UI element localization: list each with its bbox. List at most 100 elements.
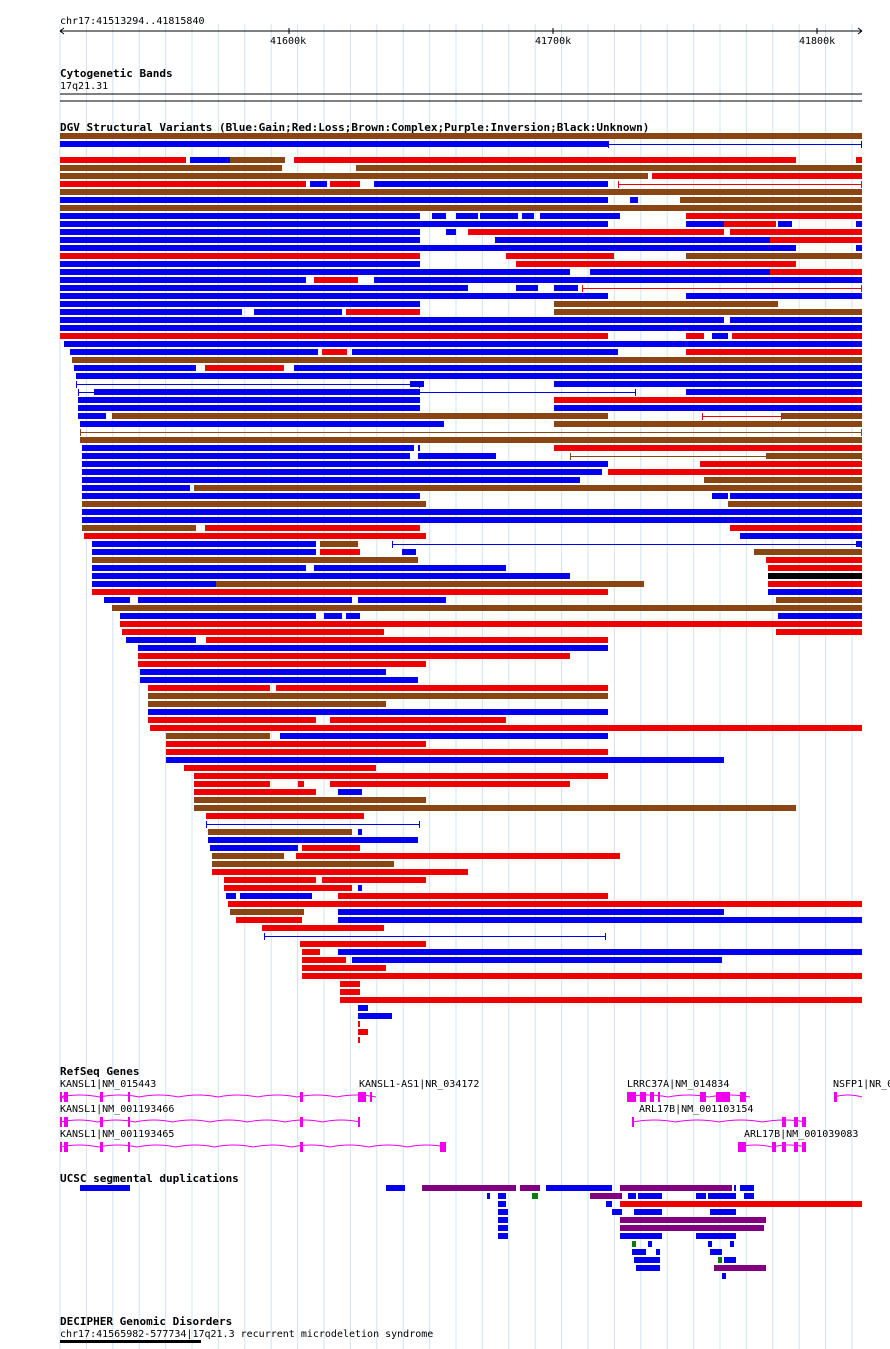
- dgv-variant: [230, 909, 304, 915]
- dgv-variant-end: [635, 389, 636, 396]
- dgv-variant: [60, 309, 242, 315]
- dgv-variant: [732, 333, 862, 339]
- dgv-variant: [446, 229, 456, 235]
- segdup-feature: [638, 1193, 662, 1199]
- cytoband-bar[interactable]: [60, 93, 862, 102]
- dgv-variant: [60, 333, 608, 339]
- segdup-feature: [422, 1185, 516, 1191]
- dgv-variant: [358, 1037, 360, 1043]
- dgv-variant: [60, 181, 306, 187]
- dgv-variant: [700, 461, 862, 467]
- dgv-variant: [730, 229, 862, 235]
- dgv-variant-end: [702, 413, 703, 420]
- gene-label-kansl1-as1: KANSL1-AS1|NR_034172: [359, 1079, 479, 1090]
- dgv-variant: [302, 973, 862, 979]
- dgv-variant: [554, 381, 862, 387]
- dgv-variant: [60, 173, 648, 179]
- dgv-variant: [554, 445, 862, 451]
- segdup-feature: [714, 1265, 766, 1271]
- dgv-variant-end: [392, 541, 393, 548]
- dgv-variant: [340, 997, 862, 1003]
- gene-kansl1-nm015443-exon: [128, 1092, 130, 1102]
- segdup-feature: [648, 1241, 652, 1247]
- dgv-variant: [712, 493, 728, 499]
- dgv-variant: [456, 213, 478, 219]
- dgv-variant: [210, 845, 298, 851]
- dgv-variant: [374, 277, 862, 283]
- segdup-feature: [696, 1193, 706, 1199]
- segdup-feature: [498, 1193, 506, 1199]
- dgv-variant: [60, 197, 608, 203]
- dgv-variant: [730, 317, 862, 323]
- segdup-feature: [632, 1249, 646, 1255]
- dgv-variant: [228, 901, 862, 907]
- segdup-feature: [80, 1185, 130, 1191]
- dgv-variant: [468, 229, 724, 235]
- dgv-variant: [554, 405, 862, 411]
- dgv-variant: [208, 829, 352, 835]
- gene-kansl1-nm015443-exon: [60, 1092, 62, 1102]
- dgv-variant: [60, 165, 282, 171]
- dgv-variant: [686, 253, 862, 259]
- dgv-variant-end: [78, 389, 79, 396]
- dgv-variant: [314, 565, 506, 571]
- dgv-variant: [94, 389, 420, 395]
- dgv-variant: [276, 685, 608, 691]
- dgv-variant: [82, 453, 410, 459]
- dgv-variant-end: [419, 821, 420, 828]
- dgv-variant: [104, 597, 130, 603]
- dgv-variant: [302, 949, 320, 955]
- gene-arl17b-nm001039083-exon: [802, 1142, 806, 1152]
- dgv-variant: [60, 261, 420, 267]
- refseq-gene-models[interactable]: [59, 1092, 863, 1152]
- segdup-feature: [718, 1257, 722, 1263]
- dgv-variant: [768, 573, 862, 579]
- segdup-feature: [708, 1241, 712, 1247]
- dgv-variant: [540, 213, 620, 219]
- segdup-features[interactable]: [80, 1185, 862, 1279]
- segdup-feature: [596, 1185, 612, 1191]
- dgv-variant: [226, 893, 236, 899]
- dgv-variant: [82, 517, 862, 523]
- dgv-variant: [205, 525, 420, 531]
- dgv-variant: [495, 237, 770, 243]
- gene-lrrc37a-exon: [658, 1092, 660, 1102]
- dgv-variant: [352, 349, 618, 355]
- dgv-variant: [480, 213, 518, 219]
- segdup-feature: [498, 1209, 508, 1215]
- segdup-feature: [628, 1193, 636, 1199]
- dgv-variant-end: [861, 141, 862, 148]
- dgv-variant: [554, 309, 862, 315]
- dgv-variant: [82, 461, 608, 467]
- dgv-variants[interactable]: [60, 133, 862, 1043]
- dgv-variant: [776, 597, 862, 603]
- dgv-variant: [302, 957, 346, 963]
- dgv-variant: [522, 213, 534, 219]
- gene-kansl1-nm001193466-exon: [128, 1117, 130, 1127]
- gene-arl17b-nm001039083-exon: [782, 1142, 786, 1152]
- dgv-variant: [72, 357, 862, 363]
- region-label: chr17:41513294..41815840: [60, 16, 205, 27]
- segdup-feature: [634, 1257, 660, 1263]
- dgv-variant: [296, 853, 620, 859]
- segdup-feature: [710, 1249, 722, 1255]
- dgv-variant: [358, 1021, 360, 1027]
- gene-kansl1-nm001193466-exon: [100, 1117, 103, 1127]
- dgv-variant: [60, 325, 862, 331]
- dgv-variant: [138, 597, 214, 603]
- gene-kansl1-nm001193466-exon: [60, 1117, 62, 1127]
- cytoband-label: 17q21.31: [60, 81, 108, 92]
- dgv-variant-end: [206, 821, 207, 828]
- dgv-variant: [856, 157, 862, 163]
- segdup-feature: [708, 1193, 736, 1199]
- refseq-gene-labels: KANSL1|NM_015443 KANSL1-AS1|NR_034172 LR…: [60, 1079, 890, 1140]
- dgv-variant: [205, 365, 284, 371]
- segdup-feature: [740, 1185, 754, 1191]
- dgv-variant: [60, 269, 570, 275]
- dgv-variant: [80, 421, 444, 427]
- decipher-feature[interactable]: [60, 1340, 201, 1343]
- dgv-variant: [140, 669, 386, 675]
- dgv-variant: [346, 309, 420, 315]
- dgv-variant: [92, 581, 216, 587]
- dgv-variant: [82, 445, 414, 451]
